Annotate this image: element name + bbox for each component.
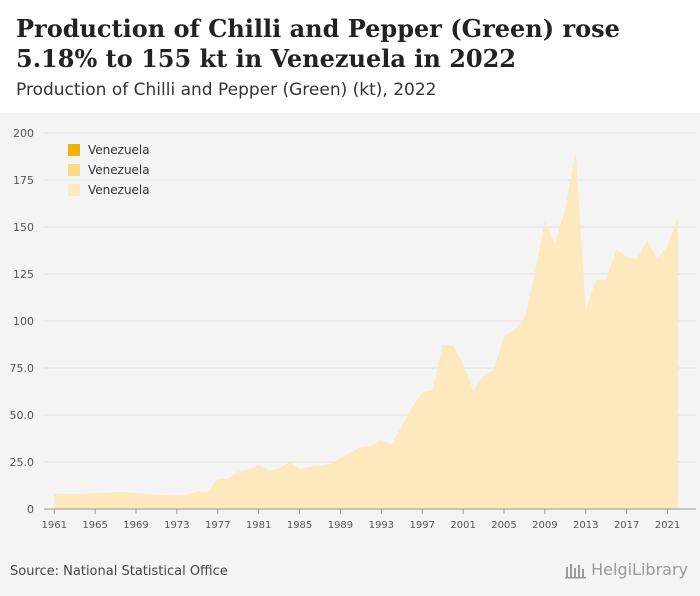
y-tick-label: 75.0 — [10, 362, 35, 375]
chart-subtitle: Production of Chilli and Pepper (Green) … — [16, 80, 437, 100]
x-tick-label: 1973 — [164, 520, 189, 531]
x-tick-label: 2021 — [655, 520, 680, 531]
brand: HelgiLibrary — [565, 560, 688, 579]
x-tick-label: 2005 — [491, 520, 516, 531]
area-series-venezuela — [54, 151, 678, 510]
x-tick-label: 1977 — [205, 520, 230, 531]
x-tick-label: 1997 — [409, 520, 434, 531]
y-tick-label: 100 — [13, 315, 34, 328]
y-tick-label: 150 — [13, 221, 34, 234]
y-tick-label: 0 — [27, 503, 34, 516]
legend-item: Venezuela — [68, 180, 150, 200]
y-tick-label: 175 — [13, 174, 34, 187]
legend-item: Venezuela — [68, 140, 150, 160]
x-tick-label: 1993 — [369, 520, 394, 531]
x-tick-label: 2013 — [573, 520, 598, 531]
x-tick-label: 1965 — [82, 520, 107, 531]
legend-item: Venezuela — [68, 160, 150, 180]
x-tick-label: 2017 — [614, 520, 639, 531]
x-tick-label: 1989 — [328, 520, 353, 531]
x-tick-label: 1969 — [123, 520, 148, 531]
source-note: Source: National Statistical Office — [10, 564, 228, 579]
y-tick-label: 125 — [13, 268, 34, 281]
legend-label: Venezuela — [88, 163, 150, 177]
y-tick-label: 25.0 — [10, 456, 35, 469]
legend-swatch — [68, 144, 80, 156]
legend-label: Venezuela — [88, 143, 150, 157]
chart: 0 25.0 50.0 75.0 100 125 150 175 200 1961 1965 1969… — [10, 127, 696, 531]
x-tick-label: 1961 — [41, 520, 66, 531]
page-title: Production of Chilli and Pepper (Green) … — [16, 14, 620, 73]
x-tick-label: 2009 — [532, 520, 557, 531]
legend: Venezuela Venezuela Venezuela — [68, 140, 150, 200]
y-tick-label: 50.0 — [10, 409, 35, 422]
x-tick-label: 1981 — [246, 520, 271, 531]
legend-label: Venezuela — [88, 183, 150, 197]
footer: Source: National Statistical Office Helg… — [0, 550, 700, 596]
header: Production of Chilli and Pepper (Green) … — [0, 0, 700, 113]
legend-swatch — [68, 164, 80, 176]
x-tick-label: 2001 — [450, 520, 475, 531]
y-tick-label: 200 — [13, 127, 34, 140]
library-icon — [565, 563, 587, 578]
legend-swatch — [68, 184, 80, 196]
x-tick-label: 1985 — [287, 520, 312, 531]
brand-name: HelgiLibrary — [591, 560, 688, 579]
